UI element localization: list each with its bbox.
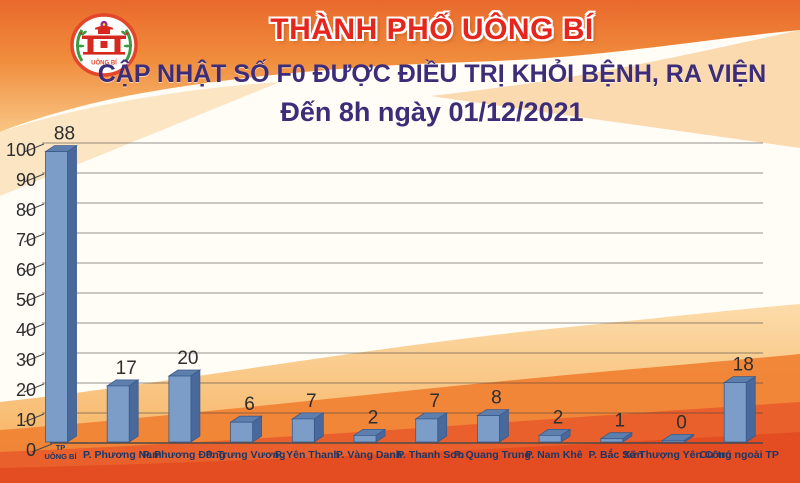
bar-front-face xyxy=(415,418,439,443)
category-label: P. Nam Khê xyxy=(526,449,583,461)
gate-icon xyxy=(78,25,130,55)
category-label: P. Vàng Danh xyxy=(336,449,402,461)
bar-value-label: 7 xyxy=(306,391,317,412)
chart-subtitle: CẬP NHẬT SỐ F0 ĐƯỢC ĐIỀU TRỊ KHỎI BỆNH, … xyxy=(97,60,767,88)
bar-front-face xyxy=(230,421,254,443)
bar-0 xyxy=(44,144,78,443)
bar-2 xyxy=(167,369,202,443)
bar-10 xyxy=(661,433,695,443)
category-label: P. Bắc Sơn xyxy=(589,448,644,461)
bar-side-face xyxy=(67,144,77,443)
y-axis-label: 40 xyxy=(16,320,36,340)
bamboo-leaf-icon xyxy=(123,44,131,48)
category-label: TP UÔNG BÍ xyxy=(44,443,77,461)
bar-value-label: 2 xyxy=(553,407,564,428)
bar-value-label: 7 xyxy=(429,391,440,412)
bar-1 xyxy=(105,379,140,443)
y-axis-label: 50 xyxy=(16,290,36,310)
bar-front-face xyxy=(353,434,377,443)
category-label: P. Quang Trung xyxy=(454,449,531,461)
bamboo-left-icon xyxy=(76,29,84,62)
bar-front-face xyxy=(106,385,130,443)
category-label: Xã Thượng Yên Công xyxy=(623,449,731,461)
y-axis-label: 70 xyxy=(16,230,36,250)
bar-front-face xyxy=(723,382,747,443)
bar-side-face xyxy=(190,369,201,443)
bar-side-face xyxy=(498,408,509,443)
bar-4 xyxy=(290,412,325,443)
bar-3 xyxy=(229,415,263,443)
bar-side-face xyxy=(128,379,139,443)
bar-front-face xyxy=(600,438,624,443)
bar-front-face xyxy=(538,434,562,443)
y-axis-label: 100 xyxy=(6,140,36,160)
bar-front-face xyxy=(45,151,68,443)
category-label: P. Thanh Sơn xyxy=(397,449,464,461)
y-axis-label: 60 xyxy=(16,260,36,280)
flower-center-icon xyxy=(102,23,106,26)
page-title: THÀNH PHỐ UÔNG BÍ xyxy=(270,13,594,46)
bar-11 xyxy=(722,375,757,443)
y-axis-label: 0 xyxy=(26,440,36,460)
bar-value-label: 0 xyxy=(676,412,687,433)
y-tick-30 xyxy=(23,353,45,363)
y-tick-10 xyxy=(23,413,45,423)
bar-7 xyxy=(476,408,510,443)
category-label: P. Trưng Vương xyxy=(206,449,286,461)
y-tick-50 xyxy=(23,293,45,303)
uong-bi-emblem: UÔNG BÍ xyxy=(69,13,139,81)
category-label: P. Phương Nam xyxy=(83,449,161,461)
bamboo-right-icon xyxy=(124,29,132,62)
category-label: P. Yên Thanh xyxy=(275,449,340,461)
bar-value-label: 6 xyxy=(244,394,255,415)
y-tick-20 xyxy=(23,383,45,393)
emblem-text: UÔNG BÍ xyxy=(91,59,117,67)
y-axis-label: 80 xyxy=(16,200,36,220)
y-tick-100 xyxy=(23,143,45,153)
category-label: Cư trú ngoài TP xyxy=(700,449,779,461)
bar-value-label: 18 xyxy=(733,355,754,376)
bamboo-leaf-icon xyxy=(121,30,127,36)
bar-value-label: 20 xyxy=(177,348,198,369)
y-axis-label: 10 xyxy=(16,410,36,430)
bar-value-label: 88 xyxy=(54,124,75,145)
bar-6 xyxy=(414,412,449,443)
bar-value-label: 2 xyxy=(368,407,379,428)
bar-front-face xyxy=(291,418,315,443)
bamboo-leaf-icon xyxy=(77,44,85,48)
y-tick-90 xyxy=(23,173,45,183)
y-axis-label: 90 xyxy=(16,170,36,190)
bar-front-face xyxy=(476,415,500,443)
bamboo-leaf-icon xyxy=(81,30,87,36)
bar-side-face xyxy=(745,375,756,443)
bar-front-face xyxy=(168,375,192,443)
y-tick-40 xyxy=(23,323,45,333)
bar-value-label: 1 xyxy=(615,411,626,432)
y-tick-70 xyxy=(23,233,45,243)
bar-8 xyxy=(537,428,572,443)
date-line: Đến 8h ngày 01/12/2021 xyxy=(280,97,584,127)
category-label: P. Phương Đông xyxy=(143,449,226,461)
y-axis-label: 20 xyxy=(16,380,36,400)
bar-value-label: 8 xyxy=(491,388,502,409)
y-tick-80 xyxy=(23,203,45,213)
y-tick-0 xyxy=(31,443,53,453)
bar-value-label: 17 xyxy=(116,358,137,379)
y-tick-60 xyxy=(23,263,45,273)
y-axis-label: 30 xyxy=(16,350,36,370)
bar-5 xyxy=(352,428,387,443)
bar-9 xyxy=(599,431,634,443)
bar-front-face xyxy=(662,439,685,443)
